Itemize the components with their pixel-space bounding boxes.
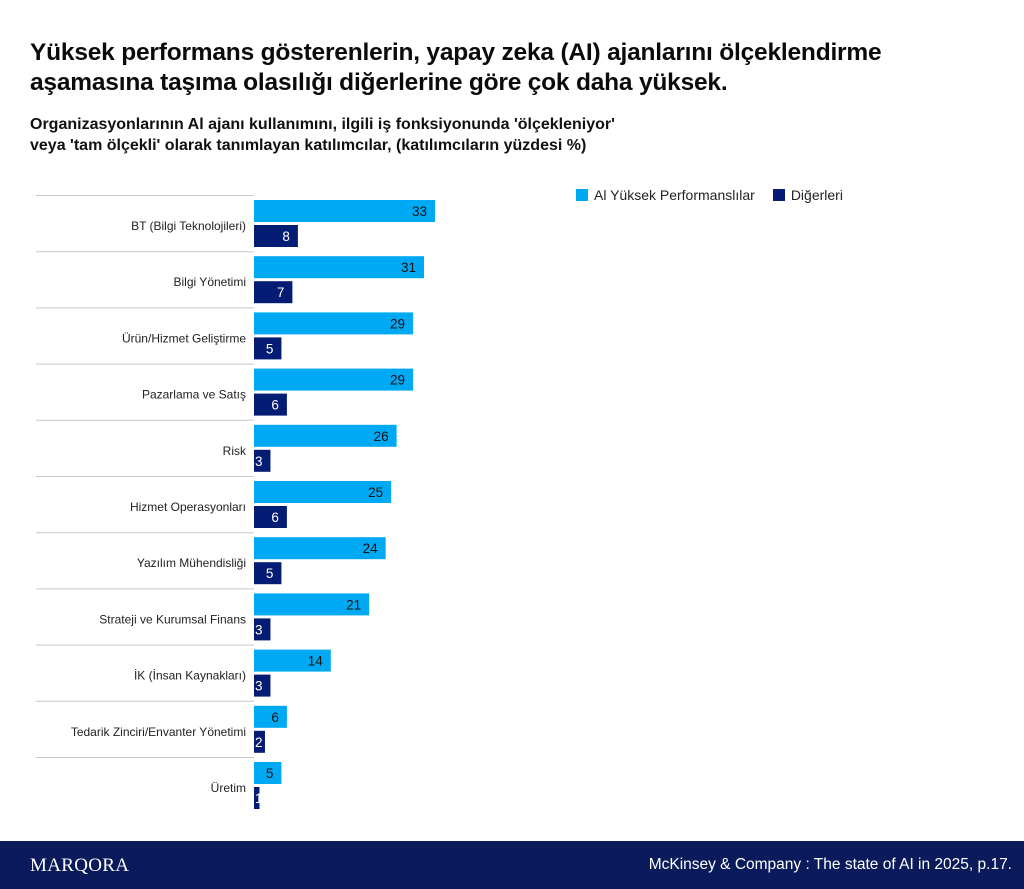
bar-high-performers [254,537,386,560]
bar-high-performers [254,649,331,672]
legend-swatch-others [772,189,785,201]
legend-item-high-performers: Al Yüksek Performanslılar [576,187,755,203]
bar-others [254,337,282,360]
legend-item-others: Diğerleri [772,187,843,203]
category-label: Tedarik Zinciri/Envanter Yönetimi [71,725,246,739]
data-label-high-performers: 25 [368,485,383,500]
bar-high-performers [254,762,282,784]
subtitle-line-1: Organizasyonlarının Al ajanı kullanımını… [30,116,615,133]
bar-others [254,787,260,809]
data-label-high-performers: 6 [271,710,279,725]
legend: Al Yüksek Performanslılar Diğerleri [576,187,861,203]
category-label: Pazarlama ve Satış [142,388,246,402]
data-label-others: 8 [282,229,290,244]
bar-others [254,674,271,697]
bar-others [254,281,293,304]
legend-label-others: Diğerleri [790,187,843,203]
data-label-high-performers: 14 [308,654,324,669]
bar-others [254,562,282,585]
data-label-high-performers: 31 [401,260,416,275]
category-label: Risk [223,444,247,458]
bar-high-performers [254,368,414,391]
data-label-others: 7 [277,285,285,300]
legend-label-high-performers: Al Yüksek Performanslılar [594,187,755,203]
chart-title: Yüksek performans gösterenlerin, yapay z… [30,39,882,96]
source-citation: McKinsey & Company : The state of AI in … [648,856,1012,873]
bar-others [254,506,287,528]
data-label-others: 3 [255,622,263,637]
chart-subtitle: Organizasyonlarının Al ajanı kullanımını… [30,114,790,156]
data-label-high-performers: 24 [363,541,379,556]
bar-high-performers [254,256,425,279]
category-label: BT (Bilgi Teknolojileri) [131,219,246,233]
data-label-high-performers: 26 [374,429,389,444]
category-label: Hizmet Operasyonları [130,500,246,514]
bar-others [254,449,271,472]
bar-high-performers [254,424,397,447]
data-label-others: 1 [255,791,263,806]
category-label: Üretim [211,781,246,795]
bar-others [254,730,265,753]
bar-high-performers [254,705,287,728]
data-label-others: 6 [271,398,279,413]
data-label-high-performers: 5 [266,766,274,781]
data-label-high-performers: 29 [390,373,405,388]
data-label-others: 5 [266,341,274,356]
category-label: İK (İnsan Kaynakları) [134,669,246,683]
category-label: Bilgi Yönetimi [174,275,246,289]
data-label-others: 3 [255,454,263,469]
data-label-others: 5 [266,566,274,581]
data-label-others: 6 [271,510,279,525]
data-label-others: 2 [255,735,263,750]
subtitle-line-2: veya 'tam ölçekli' olarak tanımlayan kat… [30,137,587,154]
bar-others [254,618,271,641]
data-label-high-performers: 29 [390,316,405,331]
data-label-others: 3 [255,679,263,694]
data-label-high-performers: 21 [346,597,361,612]
brand-logo: MARQORA [30,855,130,876]
bar-others [254,225,298,247]
category-label: Yazılım Mühendisliği [137,556,246,570]
footer: MARQORA McKinsey & Company : The state o… [0,841,1024,889]
legend-swatch-high-performers [576,189,588,201]
bar-high-performers [254,593,370,616]
bar-others [254,393,287,416]
bar-high-performers [254,481,392,503]
bar-high-performers [254,200,435,222]
category-label: Strateji ve Kurumsal Finans [99,612,246,626]
category-label: Ürün/Hizmet Geliştirme [122,331,246,345]
bar-high-performers [254,312,414,335]
data-label-high-performers: 33 [412,204,427,219]
